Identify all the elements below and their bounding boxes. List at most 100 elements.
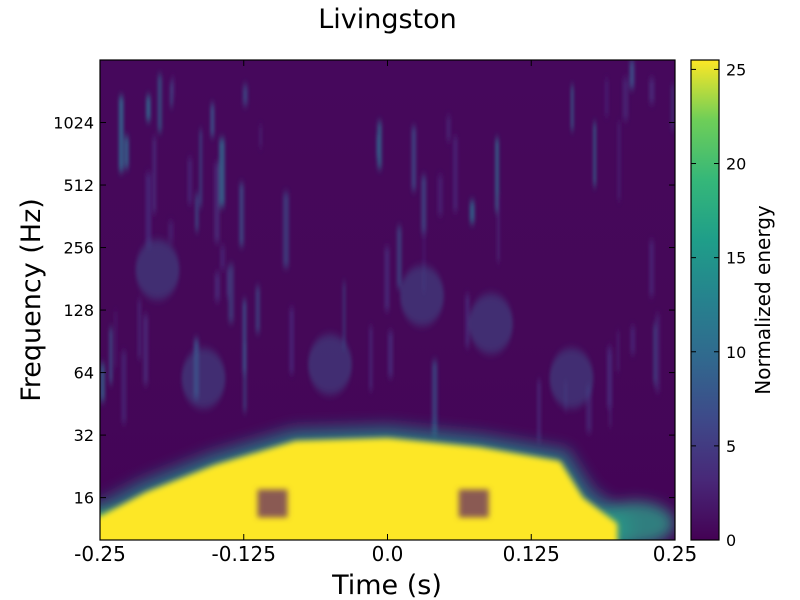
chart-title: Livingston xyxy=(318,4,457,35)
y-axis: 16 32 64 128 256 512 1024 xyxy=(53,114,675,508)
noise-streak xyxy=(124,136,129,169)
noise-streak xyxy=(145,173,152,247)
noise-streak xyxy=(242,85,248,106)
x-tick-label: -0.125 xyxy=(212,542,276,566)
colorbar-frame xyxy=(690,59,720,541)
noise-streak xyxy=(210,104,215,137)
y-tick-label: 32 xyxy=(74,426,94,445)
energy-dip xyxy=(257,489,288,518)
noise-streak xyxy=(118,96,124,172)
noise-streak xyxy=(100,363,105,402)
noise-streak xyxy=(604,79,609,116)
noise-streak xyxy=(109,327,113,384)
noise-streak xyxy=(432,360,438,436)
colorbar-axis: 0 5 10 15 20 25 xyxy=(691,60,746,550)
noise-streak xyxy=(168,221,174,242)
noise-streak xyxy=(220,246,225,270)
noise-streak xyxy=(376,134,379,159)
noise-streak xyxy=(649,240,655,297)
noise-streak xyxy=(537,380,541,442)
noise-streak xyxy=(446,116,451,141)
y-axis-label: Frequency (Hz) xyxy=(16,198,47,402)
noise-streak xyxy=(219,138,225,207)
x-axis: -0.25 -0.125 0.0 0.125 0.25 xyxy=(74,60,697,566)
noise-streak xyxy=(114,311,117,368)
noise-streak xyxy=(199,129,202,207)
noise-streak xyxy=(497,194,500,262)
noise-streak xyxy=(629,60,635,89)
noise-streak xyxy=(259,125,262,148)
noise-streak xyxy=(453,136,458,212)
noise-streak xyxy=(606,347,613,408)
noise-streak xyxy=(369,326,373,391)
colorbar xyxy=(691,60,719,540)
noise-streak xyxy=(152,137,157,213)
noise-streak xyxy=(282,192,289,268)
noise-streak xyxy=(465,294,470,347)
noise-streak xyxy=(585,386,592,433)
noise-streak xyxy=(255,286,260,333)
noise-streak xyxy=(671,84,674,130)
noise-streak xyxy=(146,95,151,121)
noise-streak xyxy=(228,264,234,323)
colorbar-tick-label: 10 xyxy=(726,343,746,362)
noise-patch xyxy=(549,348,594,409)
noise-streak xyxy=(622,78,629,121)
x-tick-label: 0.25 xyxy=(653,542,698,566)
noise-streak xyxy=(143,315,149,385)
noise-streak xyxy=(342,282,346,349)
heatmap-field xyxy=(100,60,675,540)
colorbar-tick-label: 5 xyxy=(726,437,736,456)
noise-streak xyxy=(387,331,393,378)
colorbar-tick-label: 15 xyxy=(726,249,746,268)
noise-patch xyxy=(181,348,226,409)
x-tick-label: 0.125 xyxy=(503,542,560,566)
noise-streak xyxy=(411,126,417,191)
colorbar-tick-label: 0 xyxy=(726,531,736,550)
x-tick-label: 0.0 xyxy=(372,542,404,566)
x-tick-label: -0.25 xyxy=(74,542,126,566)
noise-streak xyxy=(421,175,427,234)
energy-dips xyxy=(257,489,489,518)
noise-patch xyxy=(400,265,444,326)
noise-streak xyxy=(422,227,425,293)
x-axis-label: Time (s) xyxy=(331,570,442,600)
noise-streak xyxy=(172,77,175,98)
colorbar-label: Normalized energy xyxy=(751,205,775,395)
noise-streak xyxy=(170,81,173,107)
noise-patch xyxy=(469,293,513,354)
y-tick-label: 16 xyxy=(74,489,94,508)
energy-dip xyxy=(458,489,489,518)
noise-streak xyxy=(214,162,220,242)
colorbar-tick-label: 20 xyxy=(726,155,746,174)
noise-streak xyxy=(157,74,162,132)
noise-streak xyxy=(495,138,499,212)
noise-streak xyxy=(195,193,199,231)
noise-streak xyxy=(630,326,636,354)
y-tick-label: 512 xyxy=(63,176,94,195)
colorbar-tick-label: 25 xyxy=(726,60,746,79)
noise-streak xyxy=(384,247,390,311)
noise-streak xyxy=(226,268,230,298)
noise-streak xyxy=(239,183,244,246)
noise-streak xyxy=(655,314,661,393)
noise-streak xyxy=(469,201,475,224)
noise-streak xyxy=(242,300,247,374)
y-tick-label: 64 xyxy=(74,364,94,383)
noise-streak xyxy=(289,308,294,374)
noise-streak xyxy=(214,272,220,302)
noise-streaks xyxy=(100,60,674,442)
noise-streak xyxy=(616,331,620,372)
noise-streak xyxy=(187,158,192,204)
noise-streak xyxy=(243,342,247,412)
noise-streak xyxy=(121,351,127,424)
noise-streak xyxy=(593,122,596,186)
noise-streak xyxy=(377,121,382,169)
noise-streak xyxy=(649,78,655,104)
noise-streak xyxy=(137,299,142,359)
noise-patch xyxy=(308,334,352,395)
noise-streak xyxy=(617,122,621,201)
y-tick-label: 256 xyxy=(63,239,94,258)
noise-streak xyxy=(437,175,443,216)
